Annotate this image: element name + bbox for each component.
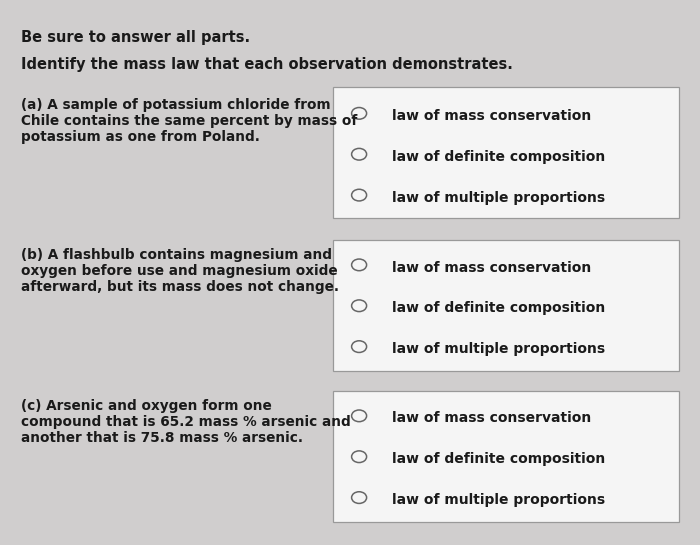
FancyBboxPatch shape — [332, 87, 679, 218]
Text: Be sure to answer all parts.: Be sure to answer all parts. — [21, 30, 250, 45]
FancyBboxPatch shape — [332, 240, 679, 371]
Text: law of definite composition: law of definite composition — [392, 301, 606, 316]
Text: law of mass conservation: law of mass conservation — [392, 261, 592, 275]
Text: law of definite composition: law of definite composition — [392, 150, 606, 164]
Text: (c) Arsenic and oxygen form one
compound that is 65.2 mass % arsenic and
another: (c) Arsenic and oxygen form one compound… — [21, 399, 351, 445]
Text: law of multiple proportions: law of multiple proportions — [392, 191, 605, 205]
FancyBboxPatch shape — [332, 391, 679, 522]
Text: law of multiple proportions: law of multiple proportions — [392, 493, 605, 507]
Text: Identify the mass law that each observation demonstrates.: Identify the mass law that each observat… — [21, 57, 513, 72]
Text: law of mass conservation: law of mass conservation — [392, 411, 592, 426]
Text: (a) A sample of potassium chloride from
Chile contains the same percent by mass : (a) A sample of potassium chloride from … — [21, 98, 358, 144]
Text: (b) A flashbulb contains magnesium and
oxygen before use and magnesium oxide
aft: (b) A flashbulb contains magnesium and o… — [21, 248, 339, 294]
Text: law of definite composition: law of definite composition — [392, 452, 606, 467]
Text: law of mass conservation: law of mass conservation — [392, 109, 592, 123]
Text: law of multiple proportions: law of multiple proportions — [392, 342, 605, 356]
